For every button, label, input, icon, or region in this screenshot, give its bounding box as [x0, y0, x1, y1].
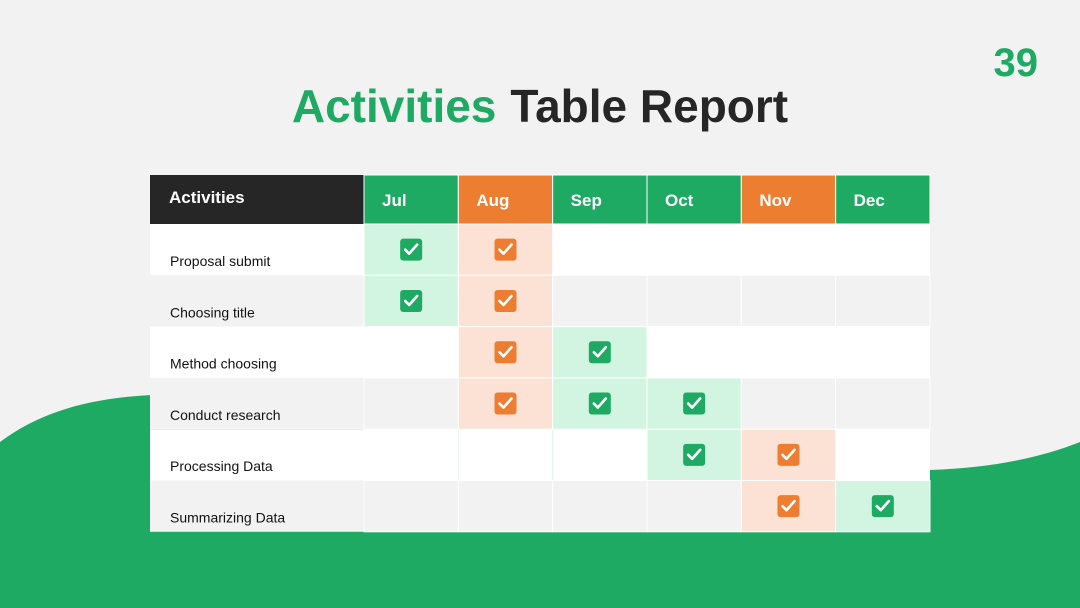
month-cell	[835, 377, 931, 430]
title-highlight: Activities	[292, 80, 497, 132]
check-icon	[494, 289, 517, 312]
check-tick	[403, 294, 419, 307]
check-tick	[781, 499, 796, 512]
check-tick	[498, 243, 513, 255]
check-icon	[588, 341, 611, 364]
header-cell	[646, 174, 742, 225]
check-icon	[494, 238, 517, 261]
check-tick	[686, 448, 702, 461]
header-label: Sep	[571, 191, 602, 210]
header-cell	[835, 174, 931, 225]
row-label-cell	[150, 224, 364, 276]
month-cell	[364, 429, 459, 481]
header-label: Nov	[759, 191, 792, 210]
check-tick	[592, 345, 608, 358]
check-icon	[494, 392, 517, 415]
check-icon	[777, 443, 800, 466]
check-tick	[498, 397, 513, 409]
month-cell	[835, 224, 930, 276]
header-label: Activities	[169, 188, 245, 207]
row-label: Conduct research	[170, 407, 281, 423]
month-cell	[835, 274, 931, 328]
check-icon	[588, 392, 611, 415]
header-label: Oct	[665, 191, 694, 210]
month-cell	[458, 429, 553, 481]
month-cell	[363, 377, 459, 430]
header-cell	[363, 174, 459, 225]
check-tick	[686, 397, 702, 409]
header-label: Aug	[476, 191, 509, 210]
month-cell	[646, 224, 742, 276]
row-label-cell	[150, 377, 364, 430]
header-label: Dec	[854, 191, 885, 210]
month-cell	[552, 224, 647, 276]
check-icon	[400, 238, 423, 261]
row-label: Processing Data	[170, 458, 273, 474]
check-icon	[683, 443, 706, 466]
row-label: Summarizing Data	[170, 510, 285, 526]
row-label-cell	[150, 275, 364, 327]
table: Activities Jul Aug Sep Oct Nov Dec Proposal sub…	[150, 174, 931, 533]
month-cell	[552, 480, 648, 533]
row-label: Proposal submit	[170, 253, 270, 269]
check-icon	[400, 289, 423, 312]
row-label-cell	[150, 480, 364, 532]
row-label-cell	[150, 326, 364, 378]
page-number: 39	[994, 41, 1039, 85]
month-cell	[646, 480, 742, 533]
check-tick	[592, 397, 608, 409]
check-tick	[403, 243, 419, 255]
check-icon	[777, 495, 800, 518]
month-cell	[741, 224, 836, 276]
month-cell	[364, 326, 459, 378]
month-cell	[835, 429, 930, 481]
month-cell	[740, 274, 837, 328]
month-cell	[740, 377, 837, 430]
check-icon	[494, 341, 517, 364]
month-cell	[741, 326, 836, 378]
header-cell	[150, 175, 364, 224]
title: Activities Table Report	[292, 80, 788, 132]
check-icon	[683, 392, 706, 415]
month-cell	[835, 326, 930, 378]
check-tick	[875, 499, 891, 512]
header-label: Jul	[382, 191, 407, 210]
check-tick	[781, 448, 796, 461]
row-label-cell	[150, 429, 364, 481]
header-cell	[740, 174, 837, 225]
month-cell	[646, 274, 742, 328]
check-tick	[498, 294, 513, 307]
month-cell	[552, 274, 648, 328]
header-cell	[552, 174, 648, 225]
row-label: Choosing title	[170, 304, 255, 320]
check-tick	[498, 345, 513, 358]
month-cell	[646, 326, 742, 378]
check-icon	[871, 495, 894, 518]
row-label: Method choosing	[170, 356, 277, 372]
month-cell	[363, 480, 459, 533]
month-cell	[457, 480, 554, 533]
title-rest: Table Report	[510, 80, 788, 132]
month-cell	[552, 429, 647, 481]
